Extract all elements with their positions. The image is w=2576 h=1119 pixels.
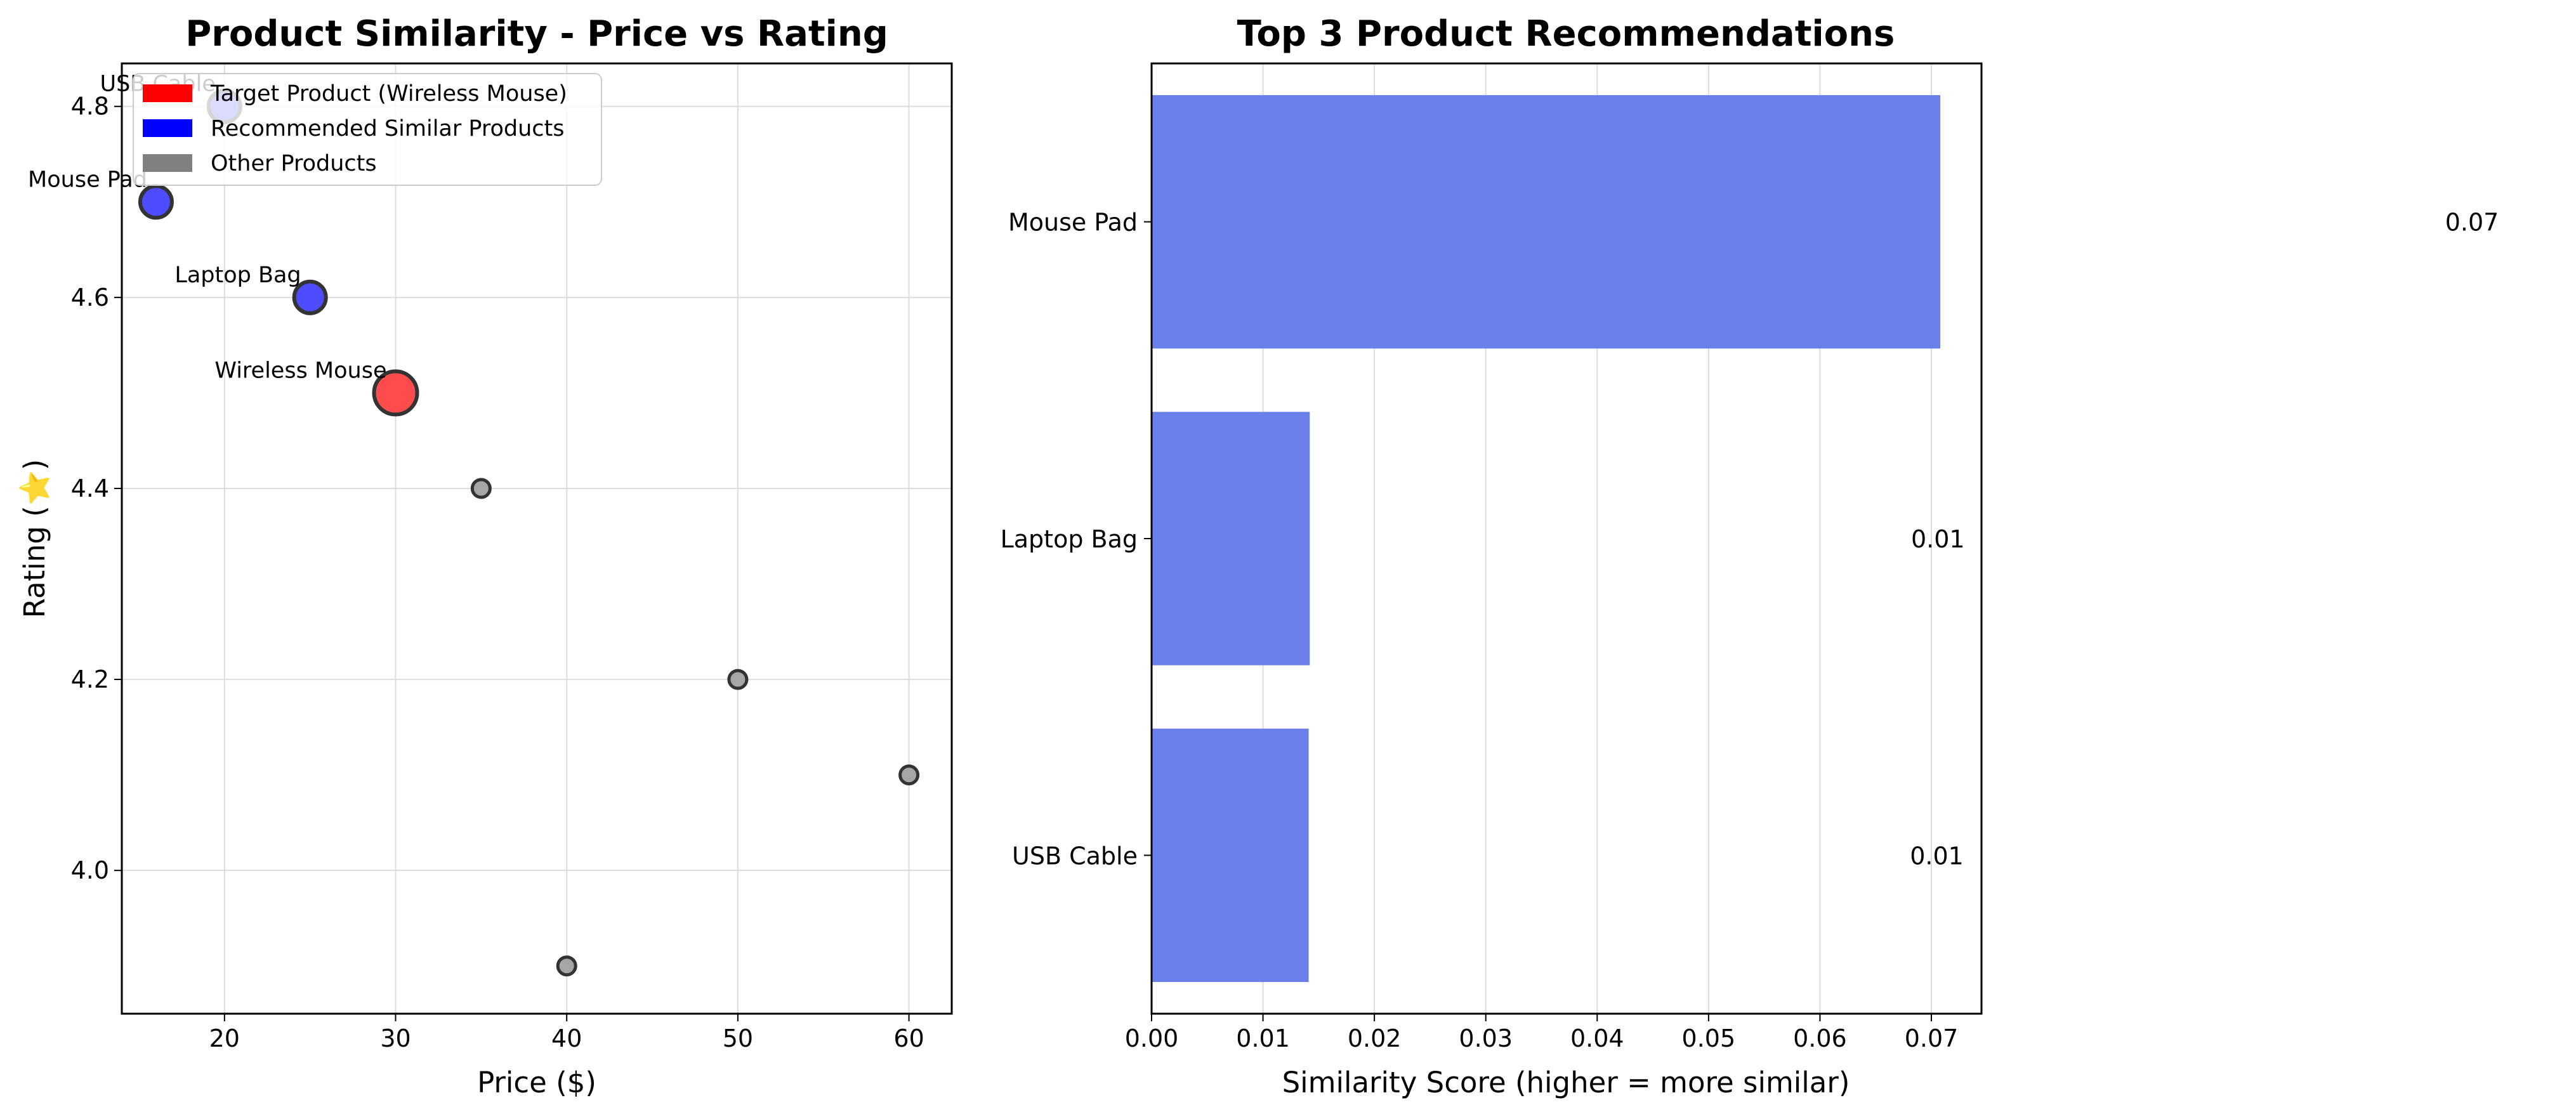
bar-panel: Top 3 Product Recommendations 0.00 0.01 0.… — [1001, 13, 2499, 1099]
scatter-point-other — [470, 478, 492, 499]
scatter-legend-swatch — [143, 119, 192, 137]
bar-title: Top 3 Product Recommendations — [1237, 13, 1895, 55]
scatter-y-tick-label: 4.6 — [71, 284, 109, 311]
scatter-y-ticks: 4.0 4.2 4.4 4.6 4.8 — [71, 93, 122, 884]
scatter-y-axis-label: Rating (⭐) — [18, 459, 51, 618]
bar-value-labels: 0.07 0.01 0.01 — [1910, 209, 2499, 870]
bar-x-tick-label: 0.07 — [1905, 1024, 1959, 1052]
bar-x-tick-label: 0.03 — [1459, 1024, 1513, 1052]
bar-value-label: 0.07 — [2445, 209, 2499, 237]
scatter-legend-label: Recommended Similar Products — [211, 116, 565, 141]
bar-x-tick-label: 0.06 — [1793, 1024, 1847, 1052]
scatter-title: Product Similarity - Price vs Rating — [185, 13, 888, 55]
scatter-grid — [122, 63, 952, 1014]
scatter-point-annotation: Mouse Pad — [28, 167, 147, 192]
scatter-legend-swatch — [143, 84, 192, 102]
scatter-point-other — [727, 669, 749, 690]
scatter-legend: Target Product (Wireless Mouse) Recommend… — [133, 73, 602, 186]
scatter-y-tick-label: 4.2 — [71, 665, 109, 693]
scatter-point-recommended — [292, 279, 328, 315]
bar-category-label: Mouse Pad — [1008, 209, 1138, 237]
scatter-legend-swatch — [143, 154, 192, 172]
scatter-point-other — [898, 764, 920, 786]
scatter-y-tick-label: 4.4 — [71, 474, 109, 502]
scatter-point-annotation: Laptop Bag — [174, 263, 301, 288]
scatter-panel: Product Similarity - Price vs Rating Wir… — [18, 13, 953, 1099]
scatter-legend-label: Other Products — [211, 151, 377, 176]
bar-x-axis-label: Similarity Score (higher = more similar) — [1282, 1066, 1850, 1099]
scatter-point-other — [556, 955, 577, 977]
bar-value-label: 0.01 — [1910, 842, 1964, 870]
scatter-x-tick-label: 20 — [209, 1024, 240, 1052]
scatter-point-annotation: Wireless Mouse — [214, 358, 386, 383]
bar-category-label: Laptop Bag — [1001, 525, 1138, 553]
scatter-x-tick-label: 60 — [893, 1024, 924, 1052]
bar-x-tick-label: 0.05 — [1682, 1024, 1736, 1052]
bar-x-tick-label: 0.00 — [1125, 1024, 1179, 1052]
scatter-point-target — [372, 369, 419, 417]
bar-value-label: 0.01 — [1911, 525, 1965, 553]
bar-x-tick-label: 0.04 — [1570, 1024, 1624, 1052]
scatter-y-tick-label: 4.0 — [71, 856, 109, 884]
bar-rect — [1152, 412, 1310, 665]
scatter-x-axis-label: Price ($) — [477, 1066, 596, 1099]
scatter-x-tick-label: 50 — [723, 1024, 753, 1052]
bar-y-ticks: Mouse Pad Laptop Bag USB Cable — [1001, 209, 1152, 870]
scatter-points — [138, 88, 920, 977]
scatter-legend-label: Target Product (Wireless Mouse) — [210, 81, 567, 107]
bar-rect — [1152, 95, 1941, 349]
bar-bars — [1152, 95, 1941, 983]
scatter-x-tick-label: 30 — [380, 1024, 411, 1052]
scatter-axes-frame — [121, 62, 953, 1015]
bar-category-label: USB Cable — [1012, 842, 1138, 870]
bar-rect — [1152, 728, 1309, 983]
scatter-x-ticks: 20 30 40 50 60 — [209, 1014, 924, 1052]
scatter-x-tick-label: 40 — [551, 1024, 582, 1052]
bar-x-tick-label: 0.02 — [1348, 1024, 1402, 1052]
scatter-point-recommended — [138, 184, 174, 220]
scatter-legend-box — [133, 73, 602, 186]
scatter-y-tick-label: 4.8 — [71, 93, 109, 121]
bar-x-tick-label: 0.01 — [1236, 1024, 1290, 1052]
bar-x-ticks: 0.00 0.01 0.02 0.03 0.04 0.05 0.06 0.07 — [1125, 1014, 1959, 1052]
